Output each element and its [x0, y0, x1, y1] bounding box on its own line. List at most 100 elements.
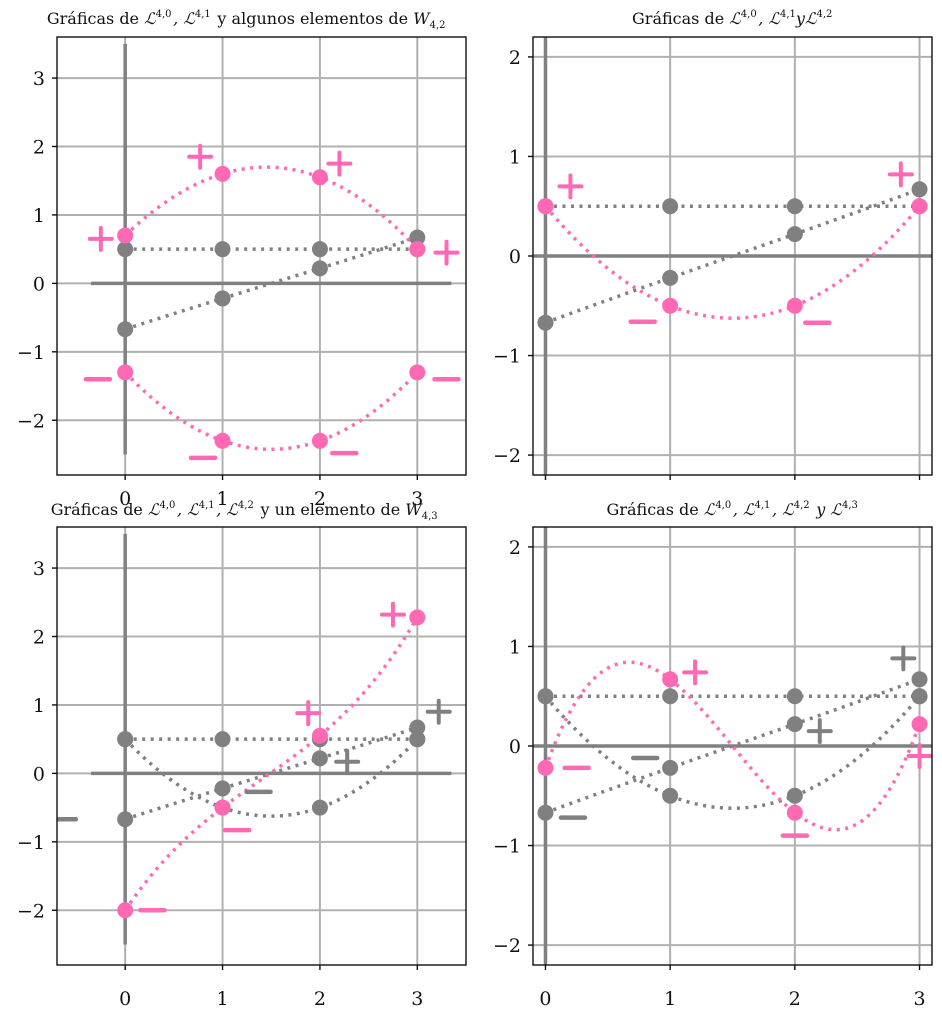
- y-tick-label: 1: [33, 205, 45, 227]
- y-tick-label: 1: [509, 636, 521, 658]
- plus-sign-mark: [425, 698, 452, 725]
- plus-sign-mark: [87, 225, 114, 252]
- series-4-point: [311, 432, 328, 449]
- series-3-point: [311, 169, 328, 186]
- panel-title: Gráficas de ℒ4,0 , ℒ4,1 y algunos elemen…: [47, 9, 447, 31]
- plus-sign-mark: [890, 645, 917, 672]
- series-3-point: [662, 297, 679, 314]
- series-1-point: [214, 731, 231, 748]
- panel-2: 2 1 0 −1 −2 Gráficas de ℒ4,0 , ℒ4,1yℒ4,2: [493, 9, 933, 480]
- y-tick-label: −2: [493, 935, 521, 957]
- series-3-point: [214, 165, 231, 182]
- x-tick-label: 3: [411, 488, 423, 510]
- series-4-point: [537, 759, 554, 776]
- plus-sign-mark: [806, 718, 833, 745]
- x-tick-label: 2: [789, 988, 801, 1010]
- plus-sign-mark: [682, 659, 709, 686]
- x-tick-label: 0: [119, 988, 131, 1010]
- plus-sign-mark: [295, 700, 322, 727]
- series-3-point: [117, 731, 134, 748]
- series-4-point: [214, 799, 231, 816]
- plus-sign-mark: [433, 239, 460, 266]
- series-2-point: [911, 181, 928, 198]
- y-tick-label: 3: [33, 558, 45, 580]
- plus-sign-mark: [326, 150, 353, 177]
- x-tick-label: 0: [539, 988, 551, 1010]
- series-4-point: [117, 364, 134, 381]
- y-tick-label: −1: [493, 346, 521, 368]
- series-3-curve: [123, 165, 419, 251]
- plot-area: [533, 37, 932, 475]
- x-tick-label: 1: [664, 988, 676, 1010]
- x-tick-label: 1: [217, 488, 229, 510]
- y-tick-label: −1: [17, 342, 45, 364]
- series-2-point: [911, 671, 928, 688]
- series-3-point: [911, 198, 928, 215]
- series-4-point: [662, 671, 679, 688]
- series-1-point: [786, 198, 803, 215]
- series-2-point: [409, 719, 426, 736]
- y-tick-label: 2: [509, 47, 521, 69]
- y-tick-label: 0: [509, 246, 521, 268]
- y-tick-label: 0: [33, 763, 45, 785]
- series-2-point: [214, 290, 231, 307]
- series-1-point: [662, 198, 679, 215]
- series-3-point: [409, 731, 426, 748]
- series-4-point: [311, 727, 328, 744]
- series-3-point: [911, 688, 928, 705]
- panel-title: Gráficas de ℒ4,0 , ℒ4,1 , ℒ4,2 y ℒ4,3: [607, 500, 860, 519]
- y-tick-label: 1: [509, 146, 521, 168]
- panel-1: 3 2 1 0 −1 −2 0 1 2 3 Gráficas de ℒ4,0 , ℒ4,1 y al…: [17, 9, 467, 510]
- series-2-point: [117, 811, 134, 828]
- x-tick-label: 3: [411, 988, 423, 1010]
- x-tick-label: 2: [314, 988, 326, 1010]
- series-1-point: [117, 241, 134, 258]
- series-3-point: [117, 227, 134, 244]
- series-2-point: [409, 229, 426, 246]
- series-2-point: [537, 314, 554, 331]
- series-2-point: [117, 321, 134, 338]
- y-tick-label: 2: [33, 627, 45, 649]
- series-1-point: [786, 688, 803, 705]
- panel-3: 3 2 1 0 −1 −2 0 1 2 3 Gráficas de ℒ4,0 , ℒ4,1 , ℒ4…: [17, 500, 467, 1010]
- series-1-point: [311, 241, 328, 258]
- x-tick-label: 1: [217, 988, 229, 1010]
- y-tick-label: 3: [33, 68, 45, 90]
- series-2-point: [537, 804, 554, 821]
- series-2-point: [311, 750, 328, 767]
- series-4-point: [117, 902, 134, 919]
- series-3-curve: [123, 737, 419, 818]
- series-2-point: [311, 260, 328, 277]
- series-4-point: [409, 364, 426, 381]
- series-2-point: [662, 269, 679, 286]
- series-4-curve: [123, 616, 419, 912]
- axes-frame: [56, 36, 467, 476]
- series-4-point: [911, 716, 928, 733]
- plot-area: [57, 37, 466, 475]
- series-2-point: [214, 780, 231, 797]
- series-3-point: [662, 787, 679, 804]
- series-4-curve: [543, 660, 922, 832]
- series-3-point: [786, 297, 803, 314]
- y-tick-label: −1: [493, 836, 521, 858]
- y-tick-label: 1: [33, 695, 45, 717]
- y-tick-label: 2: [33, 137, 45, 159]
- plus-sign-mark: [187, 143, 214, 170]
- series-2-curve: [124, 235, 418, 331]
- plot-area: [533, 527, 932, 965]
- plus-sign-mark: [887, 161, 914, 188]
- series-3-point: [311, 799, 328, 816]
- y-tick-label: −1: [17, 832, 45, 854]
- plot-area: [57, 527, 466, 965]
- plus-sign-mark: [906, 742, 932, 769]
- series-2-point: [786, 226, 803, 243]
- series-2-point: [662, 759, 679, 776]
- plus-sign-mark: [334, 748, 361, 775]
- series-3-point: [786, 787, 803, 804]
- series-3-point: [537, 198, 554, 215]
- y-tick-label: −2: [17, 900, 45, 922]
- y-tick-label: −2: [17, 410, 45, 432]
- axes-frame: [56, 526, 467, 966]
- series-1-point: [214, 241, 231, 258]
